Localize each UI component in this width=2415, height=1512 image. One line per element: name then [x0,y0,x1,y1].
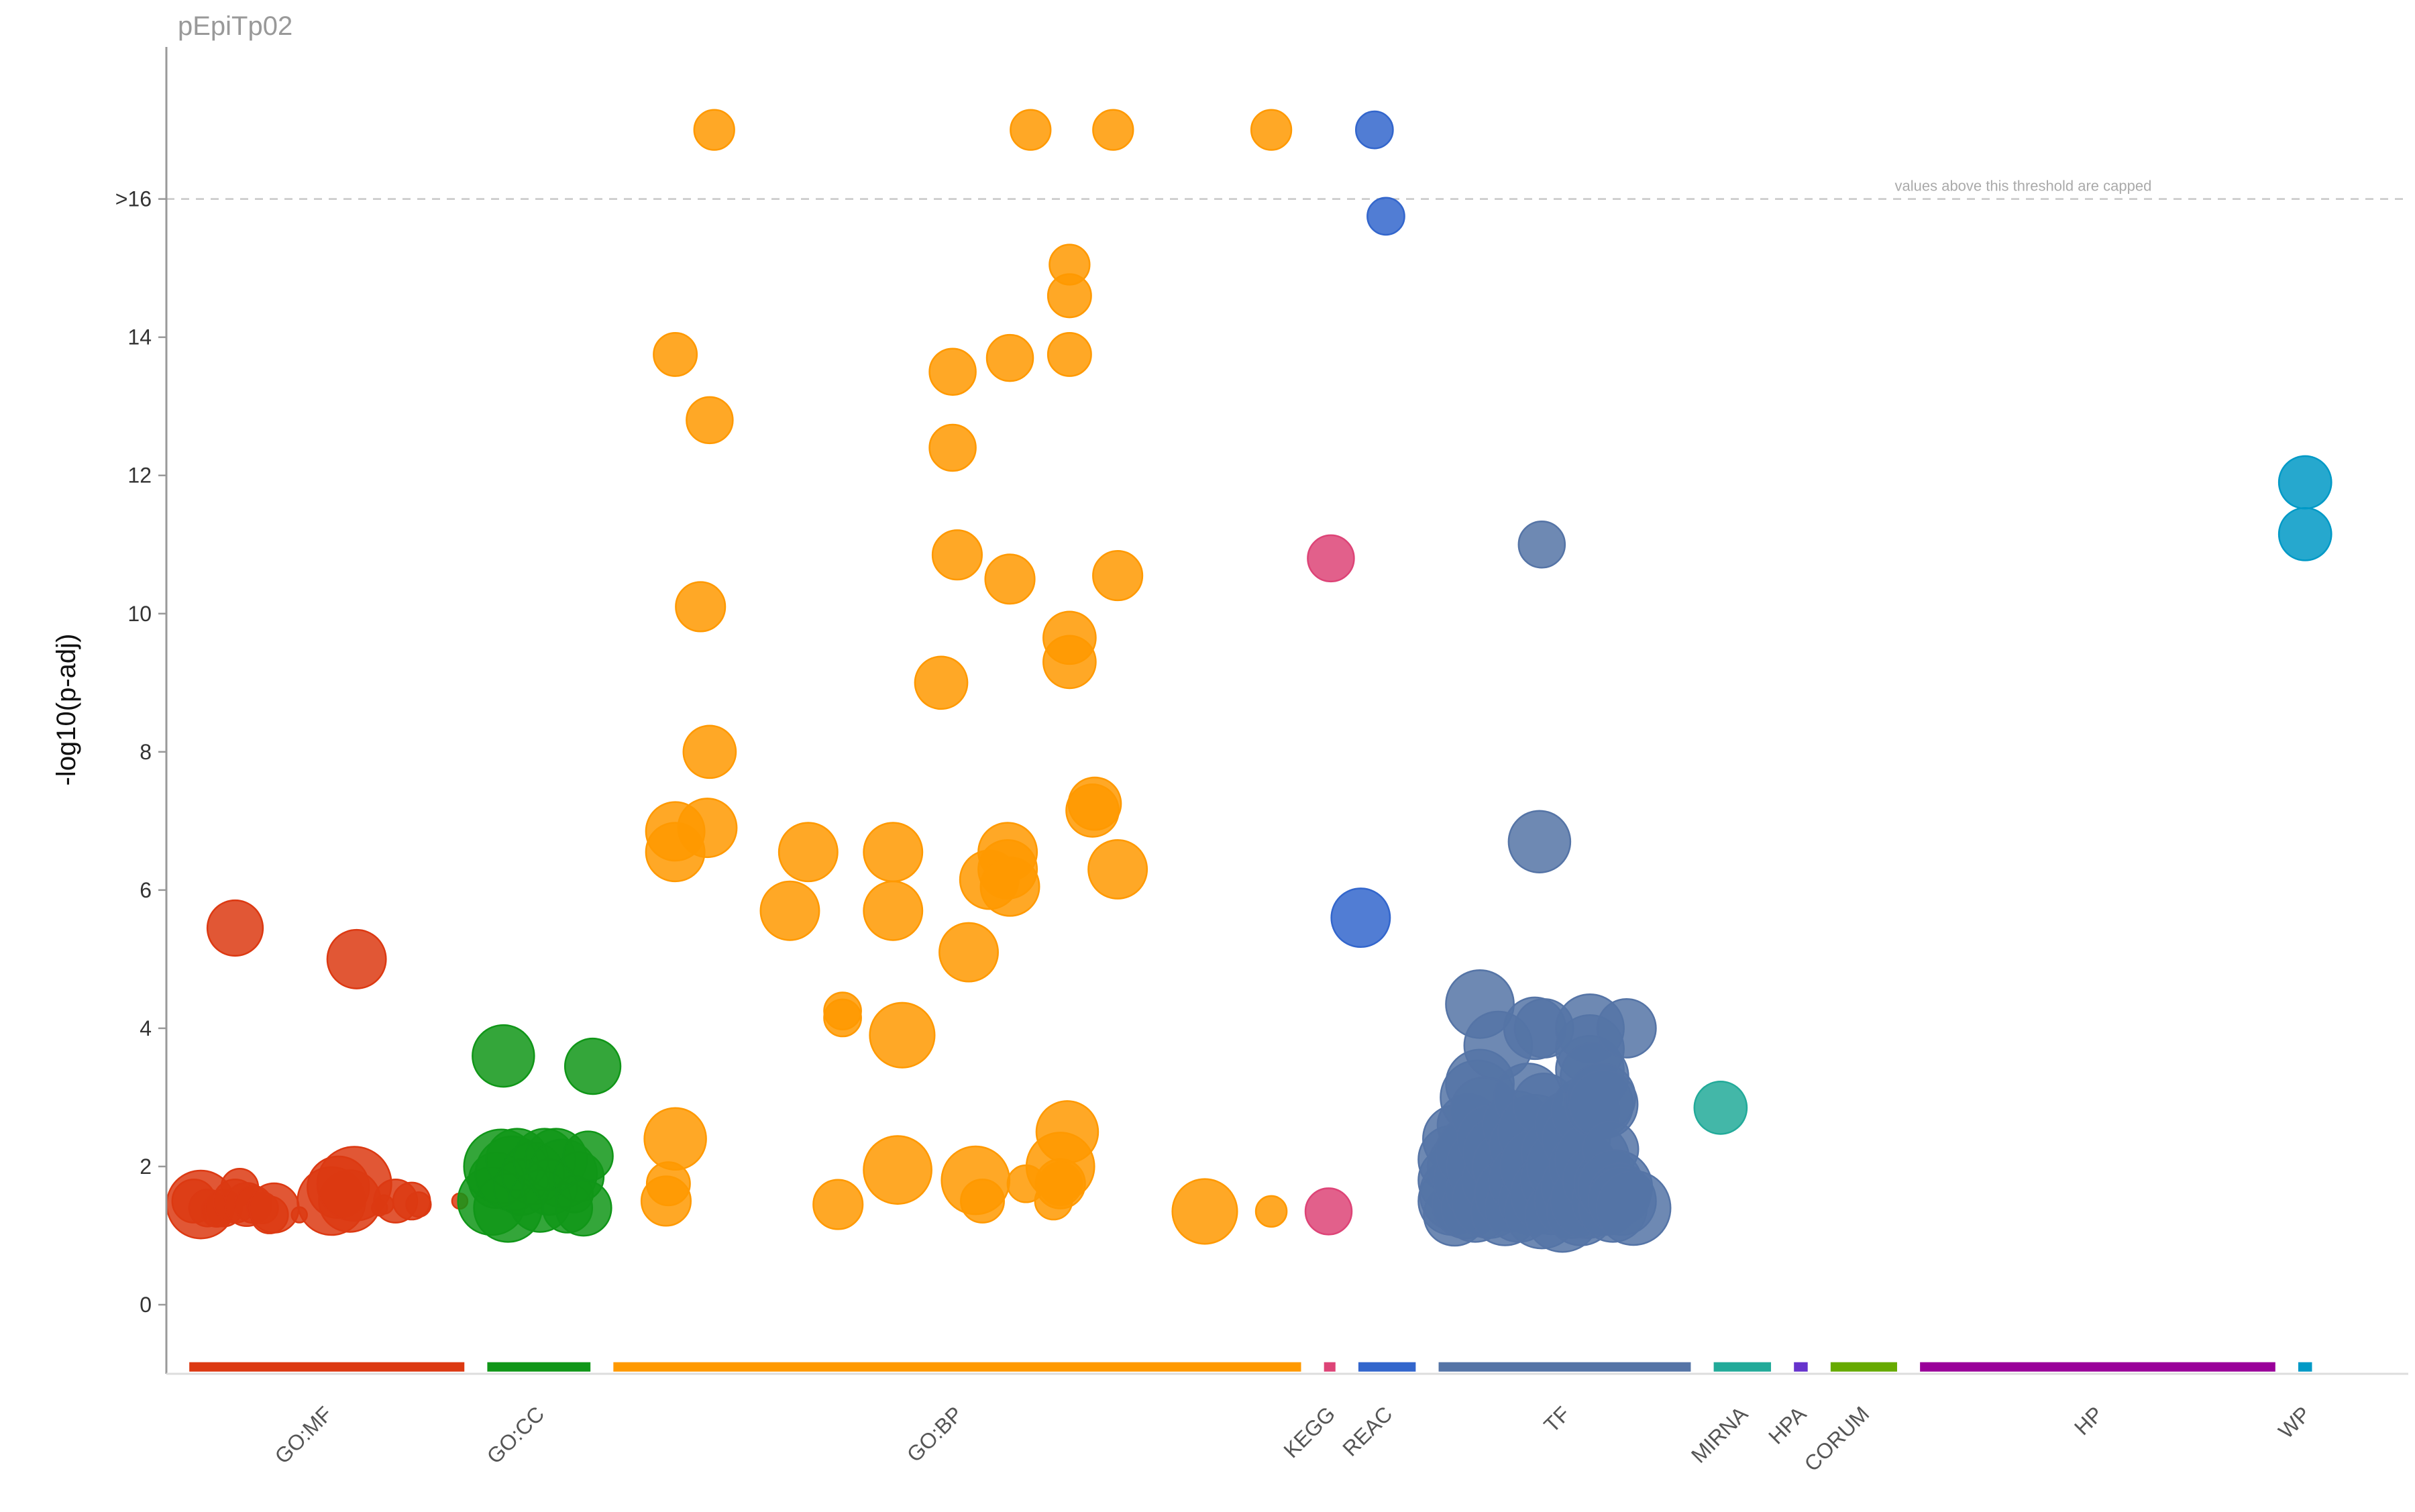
data-point [1595,1170,1672,1246]
y-axis-title: -log10(p-adj) [52,634,81,786]
data-point [564,1037,622,1095]
chart-title: pEpiTp02 [178,11,292,41]
y-tick-label: 2 [140,1154,152,1179]
source-label: HPA [1764,1401,1811,1449]
data-point [1171,1178,1238,1245]
data-point [823,991,862,1030]
source-bar [2298,1362,2312,1372]
data-point [979,856,1040,917]
axes: 0 2 4 6 8 10 12 14 >16 [115,47,2408,1375]
data-point [931,529,983,581]
data-point [1366,197,1405,236]
data-point [1049,244,1091,286]
data-point [405,1191,432,1218]
data-point [1596,997,1657,1059]
data-point [1355,110,1394,150]
data-point [693,109,735,151]
data-point [1250,109,1293,151]
y-tick-label: 14 [127,325,152,349]
data-point [472,1024,535,1088]
source-bar [613,1362,1301,1372]
data-point [1034,1158,1086,1209]
data-point [984,553,1036,605]
source-label: GO:BP [902,1401,967,1466]
source-label: HP [2070,1401,2108,1440]
cap-note: values above this threshold are capped [1895,178,2152,195]
source-bar [1438,1362,1691,1372]
data-point [562,1130,614,1182]
data-point [686,396,734,445]
data-point [1254,1195,1288,1228]
data-point [1010,109,1052,151]
data-point [653,331,698,377]
source-bar [1794,1362,1808,1372]
y-tick-label: >16 [115,187,152,211]
data-point [1517,521,1566,569]
data-point [863,880,924,941]
data-point [914,655,969,710]
data-point [1507,810,1572,873]
data-point [2277,506,2332,561]
data-point [863,822,924,883]
y-tick-label: 10 [127,602,152,626]
data-point [326,928,387,989]
data-points [166,109,2332,1253]
y-tick-label: 6 [140,878,152,902]
y-tick-label: 8 [140,740,152,764]
source-label: GO:MF [270,1401,337,1468]
source-bar [1358,1362,1416,1372]
data-point [1092,550,1144,602]
source-bar [1830,1362,1897,1372]
data-point [206,899,264,957]
data-point [938,922,999,983]
data-point [777,822,839,883]
source-label: WP [2273,1401,2315,1443]
data-point [1304,1187,1353,1236]
data-point [869,1002,936,1069]
source-bar [189,1362,465,1372]
data-point [682,724,737,779]
data-point [1307,534,1355,583]
source-bar [1920,1362,2275,1372]
data-point [759,880,820,941]
data-point [1087,839,1148,900]
cap-threshold: values above this threshold are capped [166,178,2408,200]
source-label: KEGG [1279,1401,1340,1462]
y-tick-label: 0 [140,1293,152,1317]
data-point [675,581,727,633]
y-tick-label: 4 [140,1016,152,1040]
source-bar [1324,1362,1336,1372]
data-point [2277,455,2332,510]
data-point [1092,109,1134,151]
source-label: GO:CC [482,1401,549,1468]
data-point [960,1178,1005,1224]
data-point [812,1179,864,1230]
data-point [863,1135,932,1205]
data-point [1046,331,1092,377]
source-label: CORUM [1799,1401,1874,1476]
data-point [1067,776,1122,831]
source-label: MIRNA [1686,1401,1753,1468]
data-point [928,423,977,472]
data-point [985,333,1034,382]
source-bars [189,1362,2312,1372]
y-tick-label: 12 [127,464,152,488]
data-point [928,347,977,396]
data-point [1035,1100,1099,1164]
source-bar [487,1362,591,1372]
data-point [248,1182,300,1234]
data-point [643,1107,707,1171]
data-point [1693,1081,1748,1135]
source-label: REAC [1338,1401,1397,1460]
data-point [677,798,738,859]
data-point [555,1179,612,1237]
source-bar [1713,1362,1772,1372]
source-label: TF [1539,1401,1574,1437]
data-point [1330,887,1391,949]
data-point [1042,635,1097,690]
